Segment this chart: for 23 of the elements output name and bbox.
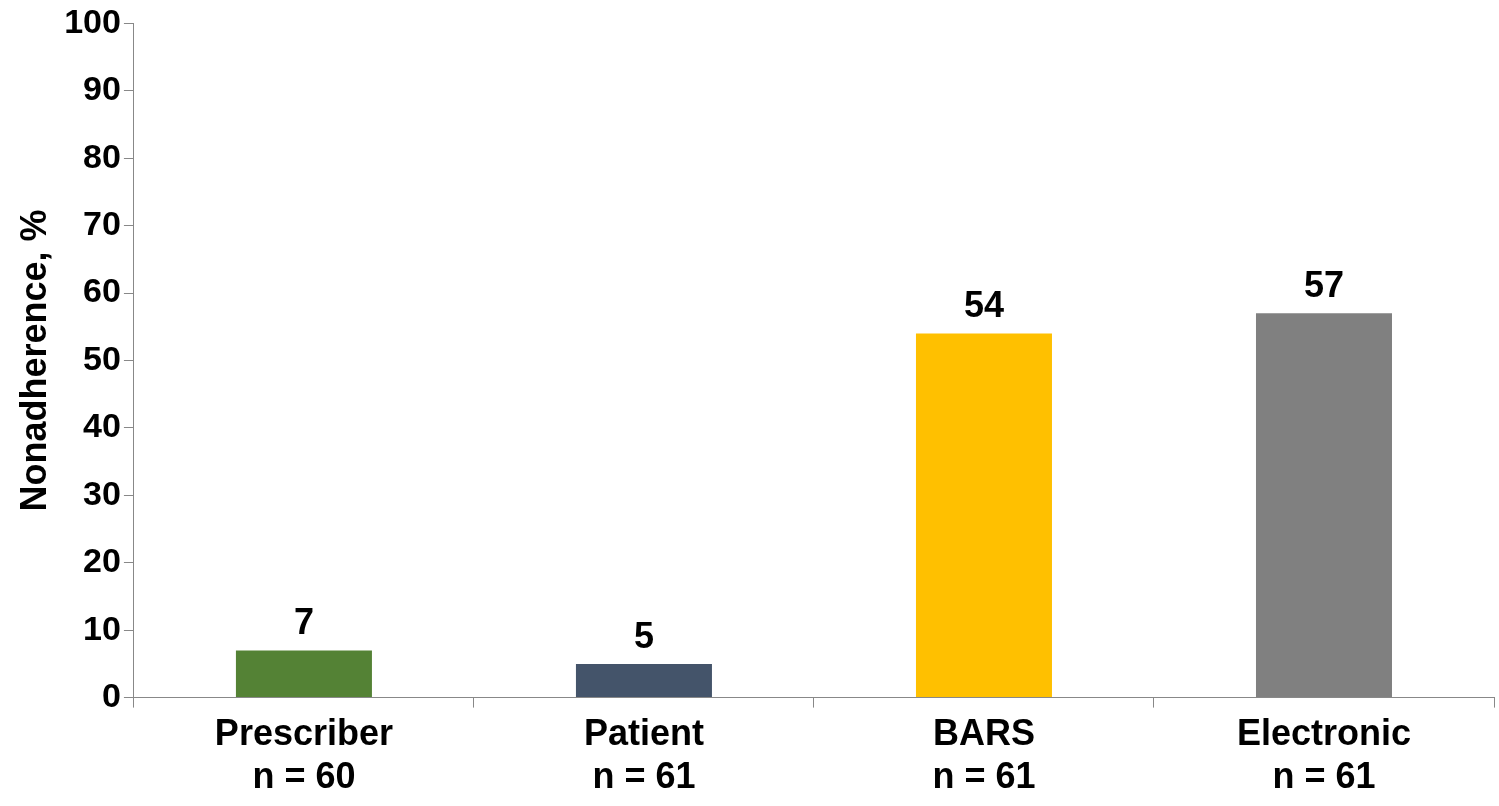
x-tick-label: BARS n = 61 (932, 712, 1036, 797)
y-tick-label: 70 (83, 204, 121, 243)
x-tick-label: Prescriber n = 60 (214, 712, 393, 797)
x-tick-label: Electronic n = 61 (1236, 712, 1412, 797)
bar (575, 663, 712, 698)
y-tick-label: 20 (83, 541, 121, 580)
data-label: 5 (633, 614, 654, 656)
y-tick-label: 10 (83, 608, 121, 647)
y-tick-label: 40 (83, 406, 121, 445)
y-tick-label: 100 (64, 1, 121, 40)
y-tick-label: 90 (83, 69, 121, 108)
bar (915, 333, 1052, 698)
x-tick-label: Patient n = 61 (583, 712, 704, 797)
data-label: 7 (293, 601, 314, 643)
y-tick-label: 50 (83, 338, 121, 377)
data-label: 54 (963, 284, 1004, 326)
bar (235, 650, 372, 698)
y-tick-label: 0 (102, 675, 121, 714)
y-axis-title: Nonadherence, % (12, 209, 54, 512)
y-tick-label: 80 (83, 136, 121, 175)
y-tick-label: 60 (83, 271, 121, 310)
y-tick-label: 30 (83, 473, 121, 512)
data-label: 57 (1303, 264, 1345, 306)
